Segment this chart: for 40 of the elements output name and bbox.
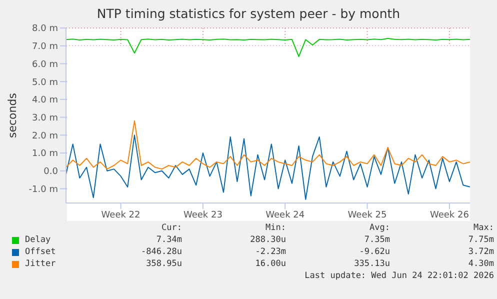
text: 16.00u bbox=[254, 258, 286, 270]
y-tick-label: 1.0 m bbox=[32, 149, 58, 160]
text: 3.72m bbox=[467, 246, 494, 258]
text: 7.34m bbox=[155, 234, 182, 246]
y-tick-label: -1.0 m bbox=[28, 184, 58, 195]
text: Last update: Wed Jun 24 22:01:02 2026 bbox=[304, 270, 494, 282]
x-tick-label: Week 23 bbox=[183, 210, 222, 220]
y-tick-label: 7.0 m bbox=[32, 42, 58, 52]
chart-title: NTP timing statistics for system peer - by month bbox=[96, 6, 402, 21]
text: Max: bbox=[472, 222, 494, 234]
text: Cur: bbox=[160, 222, 182, 234]
line-series bbox=[66, 134, 470, 200]
legend-label: Offset bbox=[24, 246, 57, 258]
text: -846.28u bbox=[140, 246, 182, 258]
y-tick-label: 5.0 m bbox=[32, 78, 58, 88]
y-tick-label: 0.0 bbox=[44, 167, 58, 178]
line-series bbox=[66, 38, 470, 58]
x-tick-label: Week 25 bbox=[348, 210, 387, 220]
y-tick-label: 6.0 m bbox=[32, 60, 58, 70]
text: 288.30u bbox=[249, 234, 286, 246]
y-axis-title: seconds bbox=[6, 92, 18, 138]
text: 358.95u bbox=[145, 258, 182, 270]
text: Avg: bbox=[368, 222, 390, 234]
text: 335.13u bbox=[353, 258, 390, 270]
text: -2.23m bbox=[254, 246, 286, 258]
y-tick-label: 8.0 m bbox=[32, 24, 58, 34]
text: 4.30m bbox=[467, 258, 494, 270]
x-tick-label: Week 24 bbox=[266, 210, 305, 220]
y-tick-label: 3.0 m bbox=[32, 113, 58, 124]
legend-label: Delay bbox=[24, 234, 52, 246]
text: 7.35m bbox=[363, 234, 390, 246]
y-tick-label: 4.0 m bbox=[32, 96, 58, 106]
y-tick-label: 2.0 m bbox=[32, 131, 58, 142]
x-tick-label: Week 26 bbox=[430, 210, 470, 220]
text: -9.62u bbox=[358, 246, 390, 258]
x-tick-label: Week 22 bbox=[101, 210, 140, 220]
text: 7.75m bbox=[467, 234, 494, 246]
text: Min: bbox=[264, 222, 286, 234]
line-series bbox=[66, 120, 470, 170]
legend-label: Jitter bbox=[24, 258, 57, 270]
